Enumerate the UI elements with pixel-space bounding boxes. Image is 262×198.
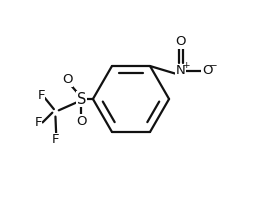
Text: −: − bbox=[209, 61, 217, 71]
Text: S: S bbox=[77, 91, 86, 107]
Text: F: F bbox=[35, 116, 42, 129]
Text: O: O bbox=[76, 115, 86, 128]
Text: +: + bbox=[183, 61, 190, 70]
Text: F: F bbox=[52, 133, 59, 147]
Text: F: F bbox=[37, 89, 45, 102]
Text: O: O bbox=[176, 35, 186, 48]
Text: O: O bbox=[202, 64, 212, 77]
Text: O: O bbox=[62, 73, 73, 86]
Text: N: N bbox=[176, 64, 186, 77]
